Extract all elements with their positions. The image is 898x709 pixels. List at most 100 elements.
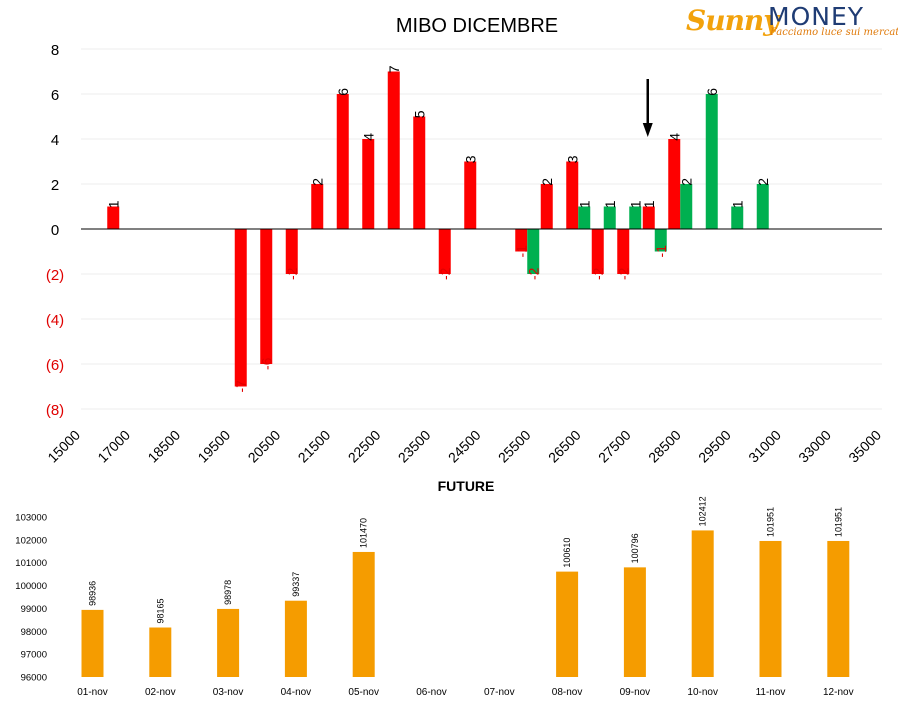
chart2-x-tick-label: 12-nov <box>823 687 854 698</box>
chart2-x-tick-label: 09-nov <box>620 687 651 698</box>
chart1-bar-red <box>260 229 273 364</box>
chart1-data-label: 2 <box>539 178 555 186</box>
chart1-y-tick-label: 8 <box>51 42 59 59</box>
chart2-data-label: 101470 <box>359 518 369 548</box>
chart1-y-tick-label: (4) <box>46 312 64 329</box>
logo-tagline: Facciamo luce sui mercati <box>770 27 898 38</box>
chart2-x-tick-label: 03-nov <box>213 687 244 698</box>
chart1-x-tick-label: 31000 <box>745 427 784 466</box>
chart2-x-tick-label: 02-nov <box>145 687 176 698</box>
chart1-x-tick-label: 27500 <box>595 427 634 466</box>
chart1-bar-red <box>515 229 528 252</box>
chart1-bar-red <box>413 116 426 229</box>
chart1-data-label: -2 <box>590 267 606 280</box>
chart1-x-tick-label: 33000 <box>795 427 834 466</box>
chart1-bar-red <box>668 139 681 229</box>
chart1-data-label: -2 <box>284 267 300 280</box>
chart1-title: MIBO DICEMBRE <box>396 15 558 37</box>
chart1-bar-green <box>603 206 616 229</box>
chart1-bar-green <box>731 206 744 229</box>
chart1-data-label: 1 <box>105 200 121 208</box>
chart2-x-tick-label: 05-nov <box>348 687 379 698</box>
chart1-bar-red <box>540 184 553 229</box>
chart2-y-tick-label: 96000 <box>21 673 47 684</box>
chart2-bar <box>81 609 104 677</box>
chart1-bar-green <box>527 229 540 274</box>
chart1-data-label: 6 <box>335 88 351 96</box>
chart1-x-tick-label: 22500 <box>345 427 384 466</box>
chart1-bar-red <box>387 71 400 229</box>
chart2-bar <box>623 567 646 677</box>
chart1-data-label: 1 <box>602 200 618 208</box>
chart1-bar-red <box>107 206 120 229</box>
chart1-x-tick-label: 26500 <box>545 427 584 466</box>
chart1-data-label: 4 <box>360 133 376 141</box>
chart1-x-tick-label: 24500 <box>445 427 484 466</box>
chart1-bar-red <box>617 229 630 274</box>
chart1-y-tick-label: 4 <box>51 132 59 149</box>
chart1-y-tick-label: 2 <box>51 177 59 194</box>
chart2-x-tick-label: 11-nov <box>756 687 786 698</box>
chart1-y-tick-label: 0 <box>51 222 59 239</box>
logo-brand-money: MONEY <box>768 2 865 31</box>
chart2-bar <box>691 530 714 677</box>
chart2-x-tick-label: 07-nov <box>484 687 515 698</box>
chart1-arrow-head <box>642 123 653 137</box>
chart1-data-label: 1 <box>641 200 657 208</box>
chart1-bar-red <box>311 184 324 229</box>
chart1-data-label: 2 <box>678 178 694 186</box>
chart2-y-tick-label: 101000 <box>15 558 47 569</box>
chart1-y-tick-label: (8) <box>46 402 64 419</box>
chart1-data-label: -1 <box>513 245 529 258</box>
chart1-bar-green <box>578 206 591 229</box>
chart1-x-tick-label: 15000 <box>44 427 83 466</box>
chart1-bar-red <box>642 206 655 229</box>
logo-brand-sunny: Sunny <box>686 4 780 37</box>
chart2-data-label: 100796 <box>630 533 640 563</box>
chart1-x-tick-label: 35000 <box>845 427 884 466</box>
chart1-data-label: 7 <box>386 65 402 73</box>
chart1-bar-red <box>464 161 477 229</box>
chart1-x-tick-label: 17000 <box>94 427 133 466</box>
chart1-data-label: 2 <box>755 178 771 186</box>
chart1-data-label: 1 <box>729 200 745 208</box>
chart1-data-label: -2 <box>437 267 453 280</box>
chart1-bar-green <box>629 206 642 229</box>
chart2-y-tick-label: 103000 <box>15 512 47 523</box>
chart1-bar-green <box>705 94 718 229</box>
chart1-data-label: 4 <box>666 133 682 141</box>
chart1-bar-red <box>285 229 298 274</box>
chart1-data-label: -1 <box>653 245 669 258</box>
chart1-x-tick-label: 28500 <box>645 427 684 466</box>
chart1-bar-green <box>680 184 693 229</box>
chart1-x-tick-label: 21500 <box>295 427 334 466</box>
chart1-bar-red <box>566 161 579 229</box>
chart2-y-tick-label: 99000 <box>21 604 47 615</box>
chart2-x-tick-label: 06-nov <box>416 687 447 698</box>
chart2-data-label: 98936 <box>88 581 98 606</box>
chart2-bar <box>217 608 240 677</box>
chart2-x-tick-label: 10-nov <box>687 687 718 698</box>
chart1-bar-red <box>591 229 604 274</box>
chart2-data-label: 100610 <box>562 538 572 568</box>
chart1-y-tick-label: (6) <box>46 357 64 374</box>
chart2-data-label: 98978 <box>223 580 233 605</box>
chart1-bar-green <box>756 184 769 229</box>
chart1-x-tick-label: 23500 <box>395 427 434 466</box>
chart1-x-tick-label: 25500 <box>495 427 534 466</box>
chart2-y-tick-label: 102000 <box>15 535 47 546</box>
chart2-data-label: 101951 <box>766 507 776 537</box>
chart1-bar-green <box>654 229 667 252</box>
chart1-y-tick-label: (2) <box>46 267 64 284</box>
chart1-data-label: -7 <box>233 380 249 393</box>
chart1-data-label: 1 <box>576 200 592 208</box>
chart2-data-label: 102412 <box>698 496 708 526</box>
chart1-data-label: 3 <box>564 155 580 163</box>
chart1-bar-red <box>362 139 375 229</box>
chart2-x-tick-label: 01-nov <box>77 687 108 698</box>
chart1-data-label: 6 <box>704 88 720 96</box>
chart2-title: FUTURE <box>438 478 495 494</box>
chart1-y-tick-label: 6 <box>51 87 59 104</box>
chart1-x-tick-label: 20500 <box>245 427 284 466</box>
chart1-data-label: 1 <box>627 200 643 208</box>
